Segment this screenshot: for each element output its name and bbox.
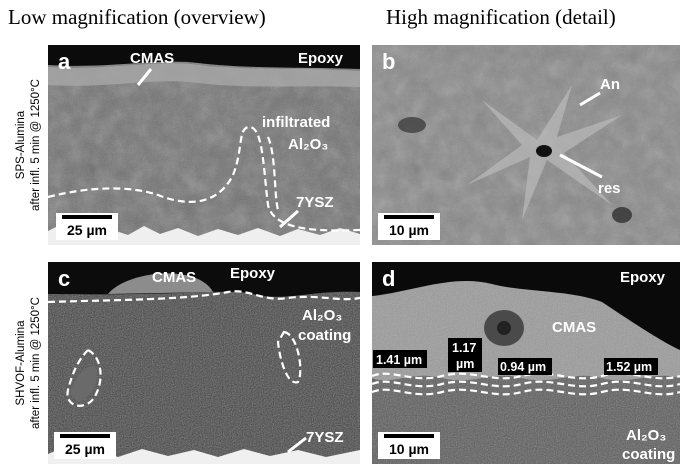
annotation: coating bbox=[298, 327, 351, 344]
panel-c: c CMAS Epoxy Al₂O₃ coating 7YSZ 25 µm bbox=[48, 262, 360, 464]
scale-label: 25 µm bbox=[65, 441, 105, 457]
annotation: Al₂O₃ bbox=[302, 307, 342, 324]
panel-letter: a bbox=[58, 49, 71, 74]
panel-letter: b bbox=[382, 49, 395, 74]
annotation: Epoxy bbox=[298, 50, 344, 67]
row-label-line: after infl. 5 min @ 1250°C bbox=[30, 79, 42, 211]
panel-b: b An res 10 µm bbox=[372, 45, 680, 245]
scale-label: 10 µm bbox=[389, 222, 429, 238]
pore bbox=[612, 207, 632, 223]
annotation: Al₂O₃ bbox=[626, 427, 666, 444]
measurement: 1.17 bbox=[452, 341, 476, 355]
measurement: µm bbox=[456, 357, 474, 371]
row-label-line: SPS-Alumina bbox=[15, 110, 27, 179]
scale-label: 25 µm bbox=[67, 222, 107, 238]
annotation: 7YSZ bbox=[306, 429, 344, 446]
annotation: coating bbox=[622, 446, 675, 463]
row-label-line: SHVOF-Alumina bbox=[15, 320, 27, 406]
column-header: High magnification (detail) bbox=[386, 5, 616, 29]
panel-d: d Epoxy CMAS Al₂O₃ coating 1.41 µm 1.17 … bbox=[372, 262, 680, 464]
page: {"headers": ["Low magnification (overvie… bbox=[0, 0, 694, 464]
annotation: An bbox=[600, 76, 620, 93]
annotation: res bbox=[598, 180, 621, 197]
panel-a: a CMAS Epoxy infiltrated Al₂O₃ 7YSZ 25 µ… bbox=[48, 45, 360, 245]
annotation: CMAS bbox=[152, 269, 196, 286]
measurement: 1.52 µm bbox=[606, 360, 652, 374]
pore bbox=[398, 117, 426, 133]
measurement: 0.94 µm bbox=[500, 360, 546, 374]
scale-label: 10 µm bbox=[389, 441, 429, 457]
annotation: Al₂O₃ bbox=[288, 136, 328, 153]
annotation: Epoxy bbox=[230, 265, 276, 282]
row-label: SHVOF-Alumina after infl. 5 min @ 1250°C bbox=[15, 297, 42, 429]
particle-core bbox=[497, 321, 511, 335]
annotation: CMAS bbox=[552, 319, 596, 336]
annotation: 7YSZ bbox=[296, 194, 334, 211]
row-label-line: after infl. 5 min @ 1250°C bbox=[30, 297, 42, 429]
figure: Low magnification (overview) High magnif… bbox=[0, 0, 694, 464]
residual bbox=[536, 145, 552, 157]
annotation: infiltrated bbox=[262, 114, 330, 131]
row-label: SPS-Alumina after infl. 5 min @ 1250°C bbox=[15, 79, 42, 211]
panel-letter: d bbox=[382, 266, 395, 291]
panel-letter: c bbox=[58, 266, 70, 291]
column-header: Low magnification (overview) bbox=[8, 5, 266, 29]
annotation: Epoxy bbox=[620, 269, 666, 286]
measurement: 1.41 µm bbox=[376, 353, 422, 367]
annotation: CMAS bbox=[130, 50, 174, 67]
